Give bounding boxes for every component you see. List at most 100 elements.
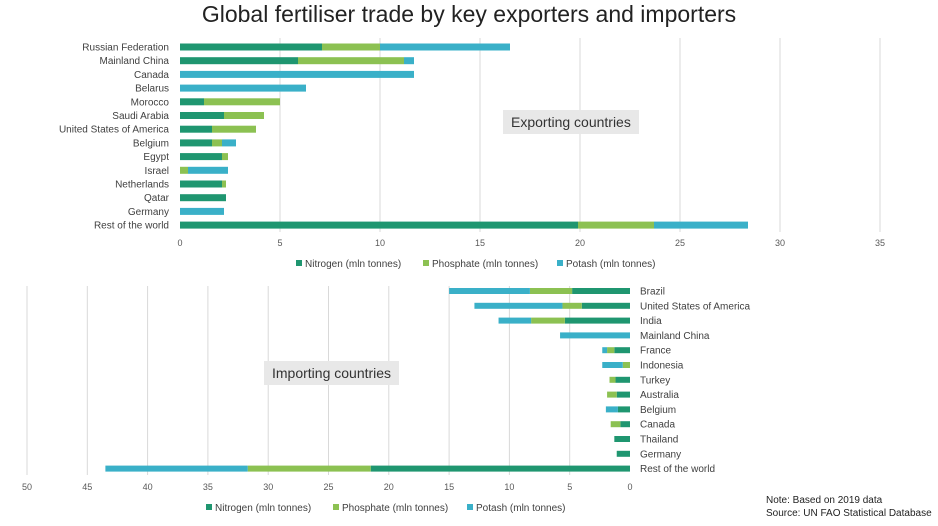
bar-segment	[204, 98, 280, 106]
bar-segment	[222, 153, 228, 161]
legend-swatch	[333, 504, 339, 510]
bar-segment	[602, 347, 608, 354]
bar-segment	[212, 139, 222, 147]
bar-segment	[614, 347, 630, 354]
legend-swatch	[206, 504, 212, 510]
bar-segment	[620, 421, 630, 428]
x-tick-label: 45	[82, 482, 92, 492]
bar-segment	[602, 362, 623, 368]
category-label: Mainland China	[640, 331, 710, 342]
x-tick-label: 35	[875, 238, 885, 248]
bar-segment	[578, 221, 654, 229]
bar-segment	[180, 221, 578, 229]
category-label: Canada	[134, 70, 169, 81]
category-label: France	[640, 346, 672, 357]
category-label: Mainland China	[100, 56, 170, 67]
x-tick-label: 30	[775, 238, 785, 248]
legend-label: Nitrogen (mln tonnes)	[215, 503, 311, 514]
legend-label: Phosphate (mln tonnes)	[432, 259, 538, 270]
category-label: Belgium	[133, 138, 169, 149]
category-label: Belarus	[135, 84, 169, 95]
bar-segment	[607, 391, 617, 398]
category-label: Qatar	[144, 193, 170, 204]
category-label: Netherlands	[115, 180, 169, 191]
note-text: Note: Based on 2019 data	[766, 495, 883, 506]
x-tick-label: 15	[475, 238, 485, 248]
x-tick-label: 20	[575, 238, 585, 248]
bar-segment	[622, 362, 630, 368]
bar-segment	[180, 70, 414, 78]
bar-segment	[180, 194, 226, 202]
category-label: India	[640, 316, 662, 327]
x-tick-label: 15	[444, 482, 454, 492]
bar-segment	[617, 406, 630, 413]
category-label: Germany	[640, 449, 681, 460]
x-tick-label: 10	[375, 238, 385, 248]
legend-swatch	[423, 260, 429, 266]
x-tick-label: 5	[567, 482, 572, 492]
category-label: Russian Federation	[82, 43, 169, 54]
x-tick-label: 25	[323, 482, 333, 492]
category-label: Germany	[128, 207, 169, 218]
x-tick-label: 10	[504, 482, 514, 492]
bar-segment	[180, 166, 188, 174]
x-tick-label: 50	[22, 482, 32, 492]
bar-segment	[560, 332, 630, 339]
x-tick-label: 0	[627, 482, 632, 492]
bar-segment	[222, 139, 236, 147]
exporting-annotation: Exporting countries	[503, 110, 639, 134]
category-label: Canada	[640, 420, 675, 431]
bar-segment	[615, 376, 630, 383]
bar-segment	[222, 180, 226, 188]
bar-segment	[531, 317, 565, 324]
category-label: Belgium	[640, 405, 676, 416]
bar-segment	[572, 288, 630, 294]
bar-segment	[180, 180, 222, 188]
bar-segment	[380, 43, 510, 51]
bar-segment	[298, 57, 404, 65]
bar-segment	[180, 84, 306, 92]
bar-segment	[180, 43, 322, 51]
chart-title: Global fertiliser trade by key exporters…	[201, 1, 737, 27]
bar-segment	[105, 465, 248, 472]
bar-segment	[188, 166, 228, 174]
bar-segment	[654, 221, 748, 229]
bar-segment	[224, 112, 264, 119]
x-tick-label: 20	[384, 482, 394, 492]
bar-segment	[322, 43, 380, 51]
bar-segment	[212, 125, 256, 133]
bar-segment	[605, 406, 618, 413]
bar-segment	[180, 98, 204, 106]
legend-label: Nitrogen (mln tonnes)	[305, 259, 401, 270]
category-label: Morocco	[131, 97, 170, 108]
category-label: Saudi Arabia	[112, 111, 169, 122]
bar-segment	[609, 376, 616, 383]
bar-segment	[180, 139, 212, 147]
legend-swatch	[557, 260, 563, 266]
bar-segment	[564, 317, 630, 324]
bar-segment	[474, 302, 563, 309]
bar-segment	[404, 57, 414, 65]
category-label: Israel	[145, 166, 169, 177]
bar-segment	[581, 302, 630, 309]
legend-swatch	[467, 504, 473, 510]
importing-annotation: Importing countries	[264, 361, 400, 385]
legend-label: Potash (mln tonnes)	[566, 259, 656, 270]
bar-segment	[607, 347, 615, 354]
category-label: Thailand	[640, 435, 678, 446]
category-label: Rest of the world	[94, 221, 169, 232]
bar-segment	[180, 112, 224, 119]
bar-segment	[180, 57, 298, 65]
category-label: Indonesia	[640, 361, 684, 372]
x-tick-label: 40	[143, 482, 153, 492]
x-tick-label: 25	[675, 238, 685, 248]
category-label: Rest of the world	[640, 464, 715, 475]
x-tick-label: 35	[203, 482, 213, 492]
bar-segment	[610, 421, 621, 428]
bar-segment	[562, 302, 582, 309]
bar-segment	[449, 288, 530, 294]
category-label: United States of America	[640, 301, 750, 312]
bar-segment	[180, 207, 224, 215]
source-text: Source: UN FAO Statistical Database	[766, 508, 932, 519]
